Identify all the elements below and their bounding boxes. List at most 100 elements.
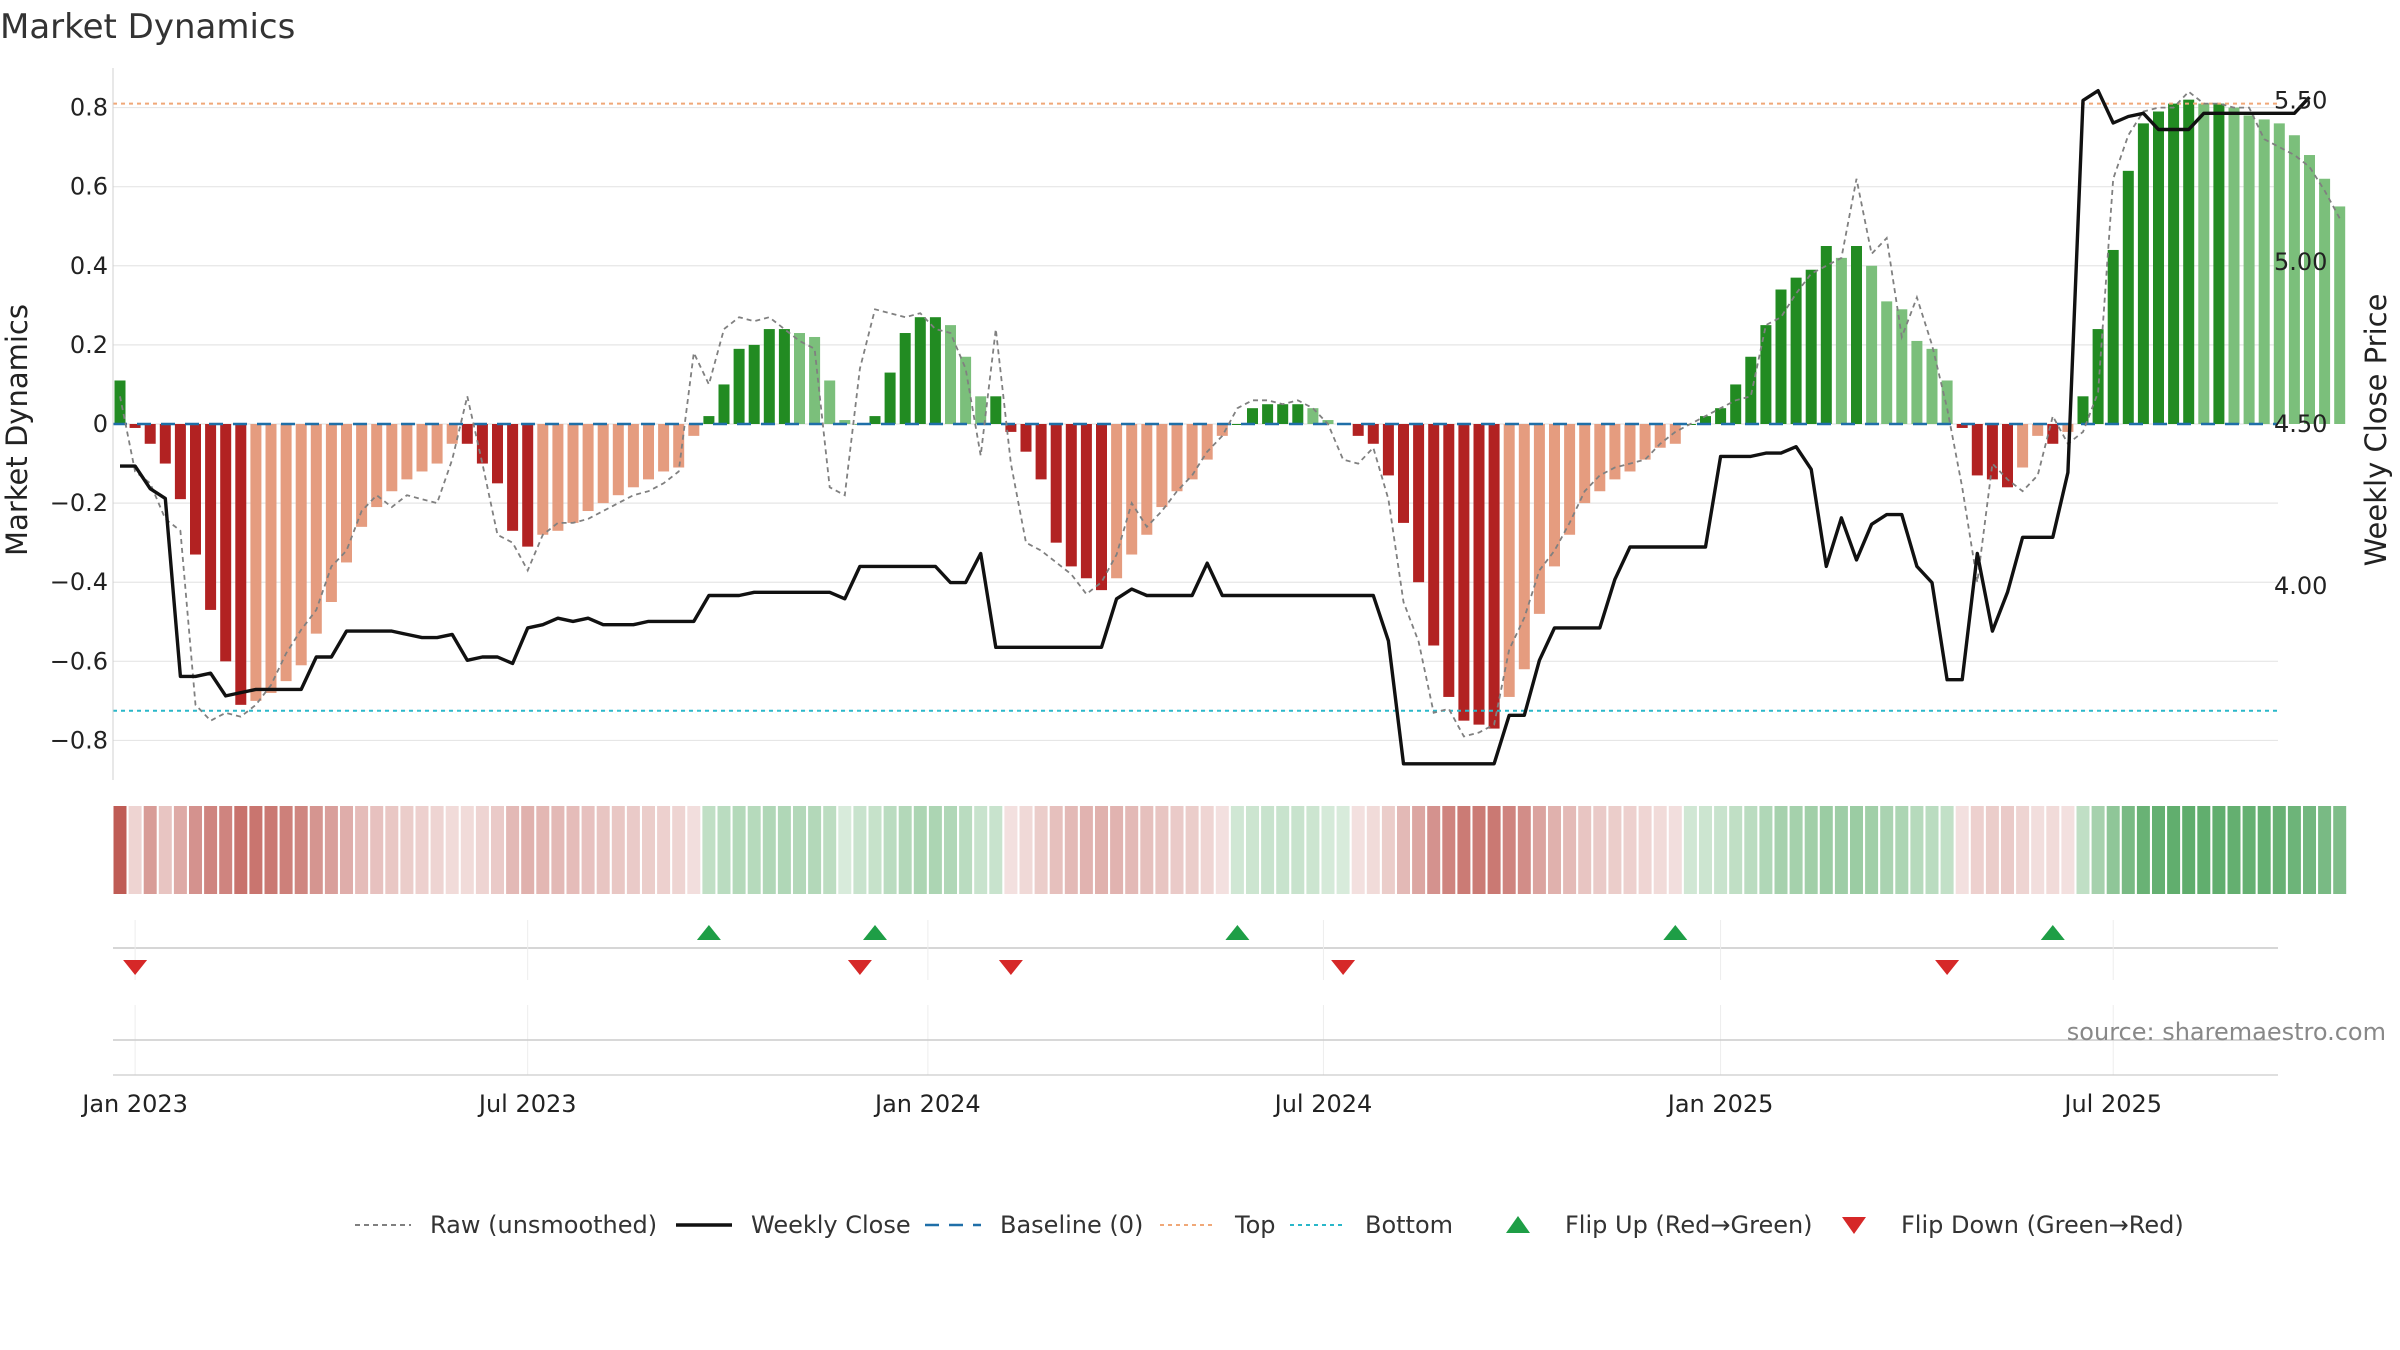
bar-week-51 <box>884 372 896 424</box>
heat-cell-week-126 <box>2016 806 2030 894</box>
bar-week-76 <box>1262 404 1274 424</box>
flip-down-marker-3 <box>1331 960 1356 975</box>
bar-week-99 <box>1609 424 1621 480</box>
heat-cell-week-127 <box>2031 806 2045 894</box>
bar-week-2 <box>144 424 156 444</box>
bar-week-17 <box>371 424 383 508</box>
bar-week-131 <box>2092 329 2104 424</box>
heat-cell-week-100 <box>1623 806 1637 894</box>
heat-cell-week-2 <box>143 806 157 894</box>
bar-week-53 <box>914 317 926 424</box>
heat-cell-week-103 <box>1668 806 1682 894</box>
bar-week-19 <box>401 424 413 480</box>
heat-cell-week-3 <box>158 806 172 894</box>
heat-cell-week-15 <box>340 806 353 894</box>
bar-week-23 <box>461 424 473 444</box>
axes: 0.8 0.6 0.4 0.2 0 −0.2 −0.4 −0.6 −0.8 5.50 5.00 4.5… <box>50 68 2327 780</box>
bar-week-121 <box>1941 380 1953 424</box>
y-tick-label-2: 0.4 <box>70 252 108 280</box>
bar-week-138 <box>2198 103 2210 424</box>
bar-week-98 <box>1594 424 1606 492</box>
bar-week-70 <box>1171 424 1183 492</box>
heat-cell-week-59 <box>1004 806 1018 894</box>
heat-cell-week-35 <box>642 806 655 894</box>
bar-week-141 <box>2243 115 2255 424</box>
bar-week-126 <box>2017 424 2029 468</box>
legend: Raw (unsmoothed) Weekly Close Baseline (0)… <box>355 1211 2184 1239</box>
flip-down-marker-4 <box>1935 960 1960 975</box>
heat-cell-week-109 <box>1759 806 1773 894</box>
heat-cell-week-140 <box>2227 806 2241 894</box>
bar-week-48 <box>839 420 851 424</box>
heat-cell-week-114 <box>1834 806 1848 894</box>
bar-week-52 <box>899 333 911 424</box>
heat-cell-week-113 <box>1819 806 1833 894</box>
heat-cell-week-85 <box>1397 806 1410 894</box>
bar-week-108 <box>1745 356 1757 424</box>
bar-week-102 <box>1654 424 1666 448</box>
heat-cell-week-6 <box>204 806 218 894</box>
bar-week-117 <box>1881 301 1893 424</box>
bar-week-85 <box>1398 424 1409 523</box>
heat-cell-week-87 <box>1427 806 1441 894</box>
heat-cell-week-137 <box>2182 806 2196 894</box>
heat-cell-week-96 <box>1563 806 1577 894</box>
bar-week-60 <box>1020 424 1032 452</box>
x-tick-label-4: Jan 2025 <box>1666 1090 1774 1118</box>
heat-cell-week-10 <box>264 806 278 894</box>
heat-cell-week-40 <box>717 806 731 894</box>
heat-cell-week-121 <box>1940 806 1954 894</box>
heat-cell-week-41 <box>732 806 746 894</box>
heat-cell-week-129 <box>2061 806 2075 894</box>
bar-week-112 <box>1805 269 1817 424</box>
heat-cell-week-122 <box>1955 806 1969 894</box>
heat-cell-week-18 <box>385 806 399 894</box>
bar-week-79 <box>1307 408 1319 424</box>
bar-week-107 <box>1730 384 1742 424</box>
bottom-panel: Jan 2023 Jul 2023 Jan 2024 Jul 2024 Jan 2025… <box>80 1005 2278 1118</box>
bar-week-6 <box>205 424 217 610</box>
heat-cell-week-79 <box>1306 806 1320 894</box>
heat-cell-week-52 <box>898 806 912 894</box>
heat-cell-week-82 <box>1351 806 1365 894</box>
bar-week-35 <box>643 424 654 480</box>
heat-cell-week-74 <box>1230 806 1244 894</box>
heat-cell-week-134 <box>2136 806 2150 894</box>
chart-title: Market Dynamics <box>0 7 295 47</box>
bar-week-115 <box>1851 246 1862 424</box>
heat-cell-week-83 <box>1366 806 1380 894</box>
heat-cell-week-16 <box>355 806 369 894</box>
heat-cell-week-90 <box>1472 806 1486 894</box>
flip-down-marker-0 <box>123 960 148 975</box>
legend-label-top: Top <box>1234 1211 1276 1239</box>
bar-week-38 <box>688 424 700 436</box>
bar-week-63 <box>1065 424 1077 567</box>
heat-cell-week-115 <box>1850 806 1863 894</box>
bar-week-129 <box>2062 424 2074 432</box>
legend-swatch-flip-up <box>1506 1216 1530 1233</box>
heat-cell-week-13 <box>309 806 323 894</box>
heat-cell-week-45 <box>793 806 806 894</box>
bar-week-11 <box>280 424 292 682</box>
y-right-tick-label-2: 4.50 <box>2274 410 2327 438</box>
legend-label-baseline: Baseline (0) <box>1000 1211 1143 1239</box>
bar-week-0 <box>114 380 126 424</box>
bar-week-87 <box>1428 424 1440 646</box>
bar-week-66 <box>1111 424 1123 579</box>
bar-week-46 <box>809 336 821 424</box>
flip-up-marker-3 <box>1663 925 1688 940</box>
bar-week-42 <box>748 344 760 424</box>
bar-week-105 <box>1700 416 1711 424</box>
heat-cell-week-68 <box>1140 806 1154 894</box>
bar-week-116 <box>1866 265 1878 424</box>
heat-cell-week-119 <box>1910 806 1924 894</box>
bar-week-111 <box>1790 277 1802 424</box>
heat-cell-week-124 <box>1985 806 1999 894</box>
bar-week-30 <box>567 424 579 523</box>
heat-cell-week-120 <box>1925 806 1939 894</box>
heat-cell-week-49 <box>853 806 867 894</box>
bar-week-10 <box>265 424 277 693</box>
bar-week-97 <box>1579 424 1591 504</box>
bar-week-142 <box>2258 119 2270 424</box>
bar-week-93 <box>1518 424 1530 670</box>
